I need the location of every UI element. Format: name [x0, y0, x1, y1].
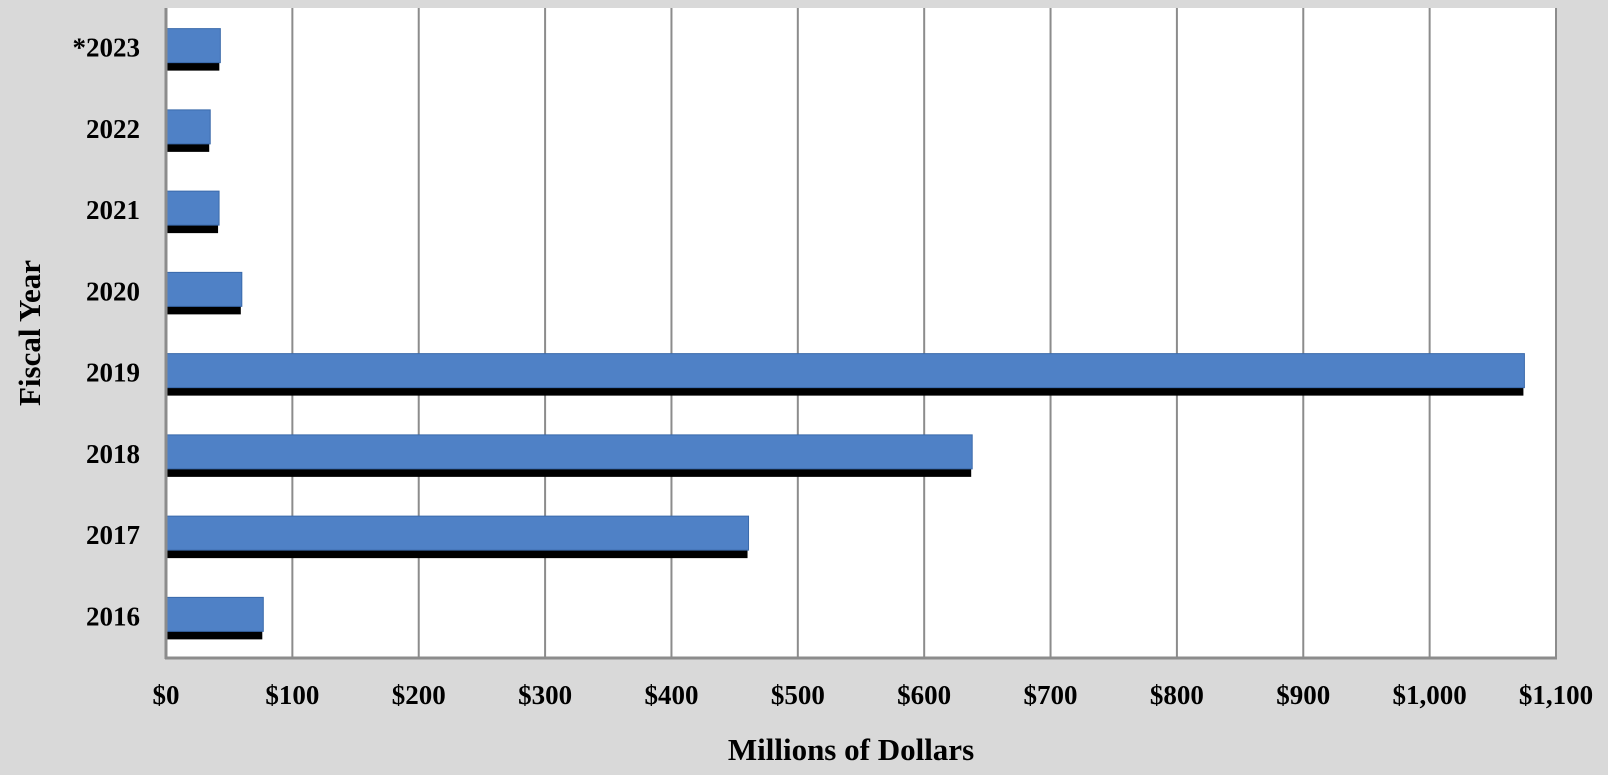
x-tick-label: $0 — [153, 680, 180, 710]
bar — [165, 109, 211, 145]
x-tick-label: $800 — [1150, 680, 1204, 710]
bar — [165, 515, 750, 551]
x-tick-label: $1,100 — [1519, 680, 1593, 710]
y-axis-title: Fiscal Year — [12, 260, 47, 406]
x-tick-label: $400 — [644, 680, 698, 710]
axes — [164, 8, 1557, 660]
x-tick-label: $500 — [771, 680, 825, 710]
x-tick-label: $100 — [265, 680, 319, 710]
bar-shadow — [166, 548, 748, 559]
bar-shadow — [166, 223, 219, 234]
y-tick-labels: *2023 2022 2021 2020 2019 2018 2017 2016 — [73, 33, 141, 632]
bar-shadow — [166, 304, 241, 315]
bar — [165, 434, 973, 470]
y-tick-label: 2016 — [86, 601, 140, 631]
y-tick-label: 2018 — [86, 439, 140, 469]
y-tick-label: 2020 — [86, 276, 140, 306]
bar — [165, 28, 221, 64]
bar — [165, 596, 264, 632]
y-tick-label: 2022 — [86, 114, 140, 144]
y-tick-label: 2017 — [86, 520, 140, 550]
plot-area — [166, 8, 1556, 658]
bars — [165, 28, 1525, 640]
x-tick-label: $300 — [518, 680, 572, 710]
bar — [165, 271, 243, 307]
x-tick-labels: $0 $100 $200 $300 $400 $500 $600 $700 $800 $900 $1… — [153, 680, 1594, 710]
bar-shadow — [166, 629, 263, 640]
y-tick-label: 2019 — [86, 358, 140, 388]
bar-shadow — [166, 385, 1524, 396]
y-tick-label: 2021 — [86, 195, 140, 225]
x-tick-label: $700 — [1024, 680, 1078, 710]
bar-shadow — [166, 466, 972, 477]
x-axis-title: Millions of Dollars — [728, 732, 974, 767]
bar — [165, 190, 220, 226]
bar — [165, 353, 1525, 389]
x-tick-label: $900 — [1276, 680, 1330, 710]
y-tick-label: *2023 — [73, 33, 141, 63]
bar-shadow — [166, 60, 220, 71]
bar-shadow — [166, 141, 210, 152]
x-tick-label: $1,000 — [1393, 680, 1467, 710]
x-tick-label: $200 — [392, 680, 446, 710]
x-tick-label: $600 — [897, 680, 951, 710]
